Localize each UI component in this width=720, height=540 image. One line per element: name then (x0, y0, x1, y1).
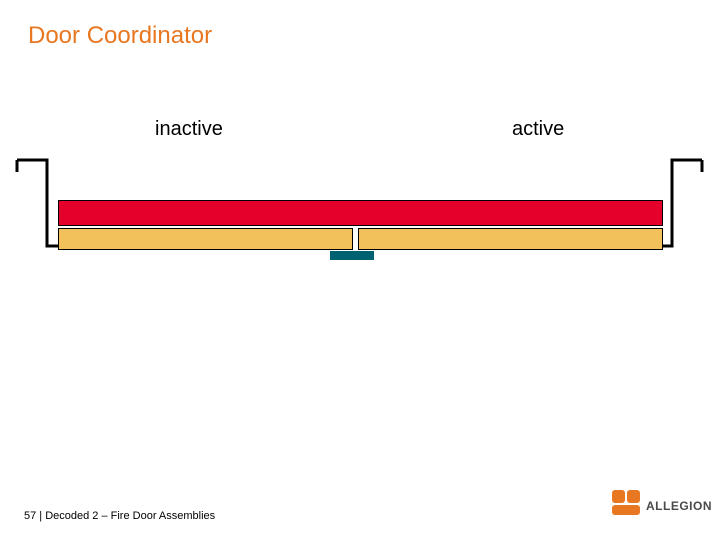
red-bar (58, 200, 663, 226)
footer-text: 57 | Decoded 2 – Fire Door Assemblies (24, 510, 215, 522)
allegion-logo-icon: ALLEGION (612, 488, 712, 528)
brand-name: ALLEGION (646, 499, 712, 513)
door-coordinator-diagram (0, 0, 720, 300)
orange-bar-left (58, 228, 353, 250)
teal-tab (330, 251, 374, 260)
orange-bar-right (358, 228, 663, 250)
brand-logo: ALLEGION (612, 488, 712, 528)
